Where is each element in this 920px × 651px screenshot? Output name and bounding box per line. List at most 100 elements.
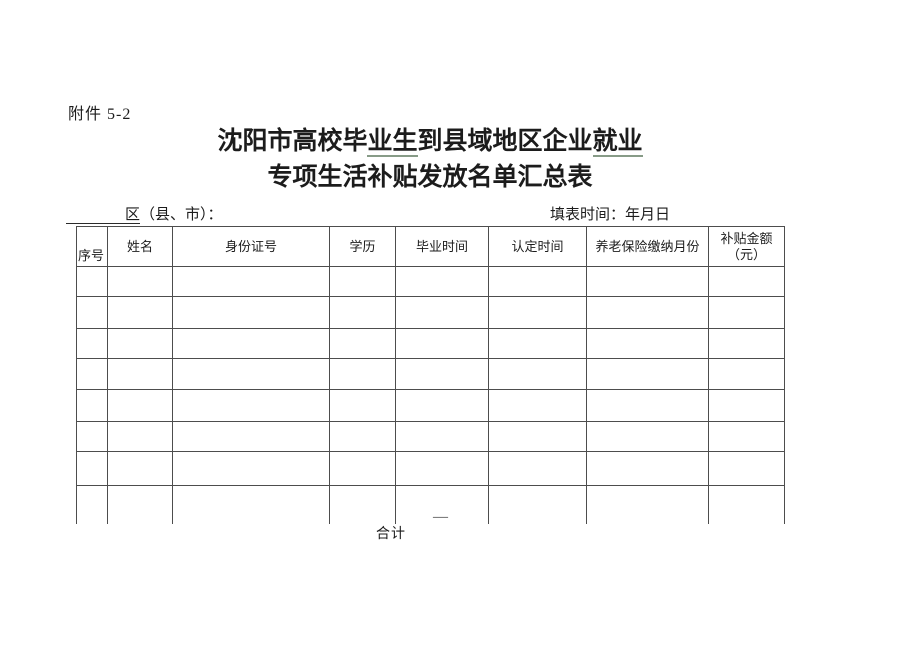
table-cell (107, 451, 173, 486)
table-cell (76, 266, 108, 297)
attachment-label: 附件 5-2 (68, 106, 132, 123)
table-cell (107, 266, 173, 297)
col-header-subsidy-amount: 补贴金额 （元） (708, 226, 785, 267)
table-cell (329, 358, 396, 390)
table-cell (708, 421, 785, 452)
table-body (76, 266, 785, 524)
title-segment-underlined: 就业 (592, 128, 643, 157)
table-cell (395, 389, 489, 422)
table-cell (395, 421, 489, 452)
table-cell (172, 451, 330, 486)
table-cell (76, 328, 108, 359)
table-cell (488, 266, 587, 297)
table-cell (708, 266, 785, 297)
title-segment-underlined: 业生 (367, 128, 418, 157)
table-cell (488, 358, 587, 390)
table-cell (395, 485, 489, 524)
table-cell (586, 266, 709, 297)
table-row (76, 389, 785, 422)
table-cell (488, 485, 587, 524)
table-cell (586, 421, 709, 452)
table-cell (76, 485, 108, 524)
table-cell (172, 389, 330, 422)
table-cell (329, 296, 396, 329)
table-cell (395, 451, 489, 486)
total-label: 合计 (376, 527, 406, 542)
table-cell (107, 389, 173, 422)
table-cell (329, 485, 396, 524)
table-cell (76, 451, 108, 486)
table-cell (488, 421, 587, 452)
table-cell (586, 485, 709, 524)
table-row (76, 266, 785, 297)
subsidy-amount-line1: 补贴金额 (720, 230, 773, 246)
subsidy-amount-line2: （元） (726, 246, 766, 262)
table-cell (488, 296, 587, 329)
region-label: （县、市）： (140, 207, 223, 223)
table-cell (488, 451, 587, 486)
col-header-name: 姓名 (107, 226, 173, 267)
table-cell (708, 328, 785, 359)
col-header-id-number: 身份证号 (172, 226, 330, 267)
table-cell (586, 451, 709, 486)
table-row (76, 485, 785, 524)
table-cell (586, 328, 709, 359)
table-cell (586, 389, 709, 422)
table-cell (107, 358, 173, 390)
table-cell (107, 421, 173, 452)
table-cell (329, 451, 396, 486)
table-cell (107, 296, 173, 329)
table-cell (395, 296, 489, 329)
table-cell (172, 485, 330, 524)
table-cell (172, 421, 330, 452)
region-blank-line (66, 209, 125, 224)
table-cell (395, 358, 489, 390)
meta-row: 区（县、市）： 填表时间：年月日 (0, 203, 920, 224)
table-cell (708, 296, 785, 329)
table-cell (76, 296, 108, 329)
title-line-2: 专项生活补贴发放名单汇总表 (267, 164, 593, 191)
table-row (76, 421, 785, 452)
table-row (76, 296, 785, 329)
table-cell (586, 358, 709, 390)
region-field: 区（县、市）： (66, 203, 223, 224)
table-cell (586, 296, 709, 329)
table-cell (708, 485, 785, 524)
table-cell (107, 328, 173, 359)
title-segment: 到县域地区企业 (417, 128, 593, 155)
table-cell (172, 296, 330, 329)
table-cell (395, 266, 489, 297)
col-header-education: 学历 (329, 226, 396, 267)
col-header-confirm-time: 认定时间 (488, 226, 587, 267)
table-cell (708, 451, 785, 486)
table-cell (488, 328, 587, 359)
table-cell (172, 328, 330, 359)
table-cell (329, 266, 396, 297)
table-cell (107, 485, 173, 524)
table-row (76, 358, 785, 390)
col-header-pension-months: 养老保险缴纳月份 (586, 226, 709, 267)
table-cell (76, 421, 108, 452)
table-cell (329, 421, 396, 452)
title-segment: 沈阳市高校毕 (217, 128, 368, 155)
region-label-underlined: 区 (125, 207, 141, 224)
col-header-graduation-time: 毕业时间 (395, 226, 489, 267)
table-cell (708, 358, 785, 390)
title-line-1: 沈阳市高校毕业生到县域地区企业就业 (76, 124, 784, 160)
fill-time-label: 填表时间：年月日 (550, 207, 671, 223)
summary-table: 序号 姓名 身份证号 学历 毕业时间 认定时间 养老保险缴纳月份 补贴金额 （元… (76, 226, 785, 524)
document-title: 沈阳市高校毕业生到县域地区企业就业 专项生活补贴发放名单汇总表 (76, 124, 784, 196)
table-cell (329, 389, 396, 422)
table-cell (329, 328, 396, 359)
table-cell (395, 328, 489, 359)
table-cell (172, 266, 330, 297)
col-header-seq: 序号 (76, 226, 108, 267)
table-cell (708, 389, 785, 422)
table-row (76, 328, 785, 359)
dash-mark: — (433, 509, 448, 525)
table-cell (172, 358, 330, 390)
table-row (76, 451, 785, 486)
table-cell (76, 389, 108, 422)
table-cell (488, 389, 587, 422)
